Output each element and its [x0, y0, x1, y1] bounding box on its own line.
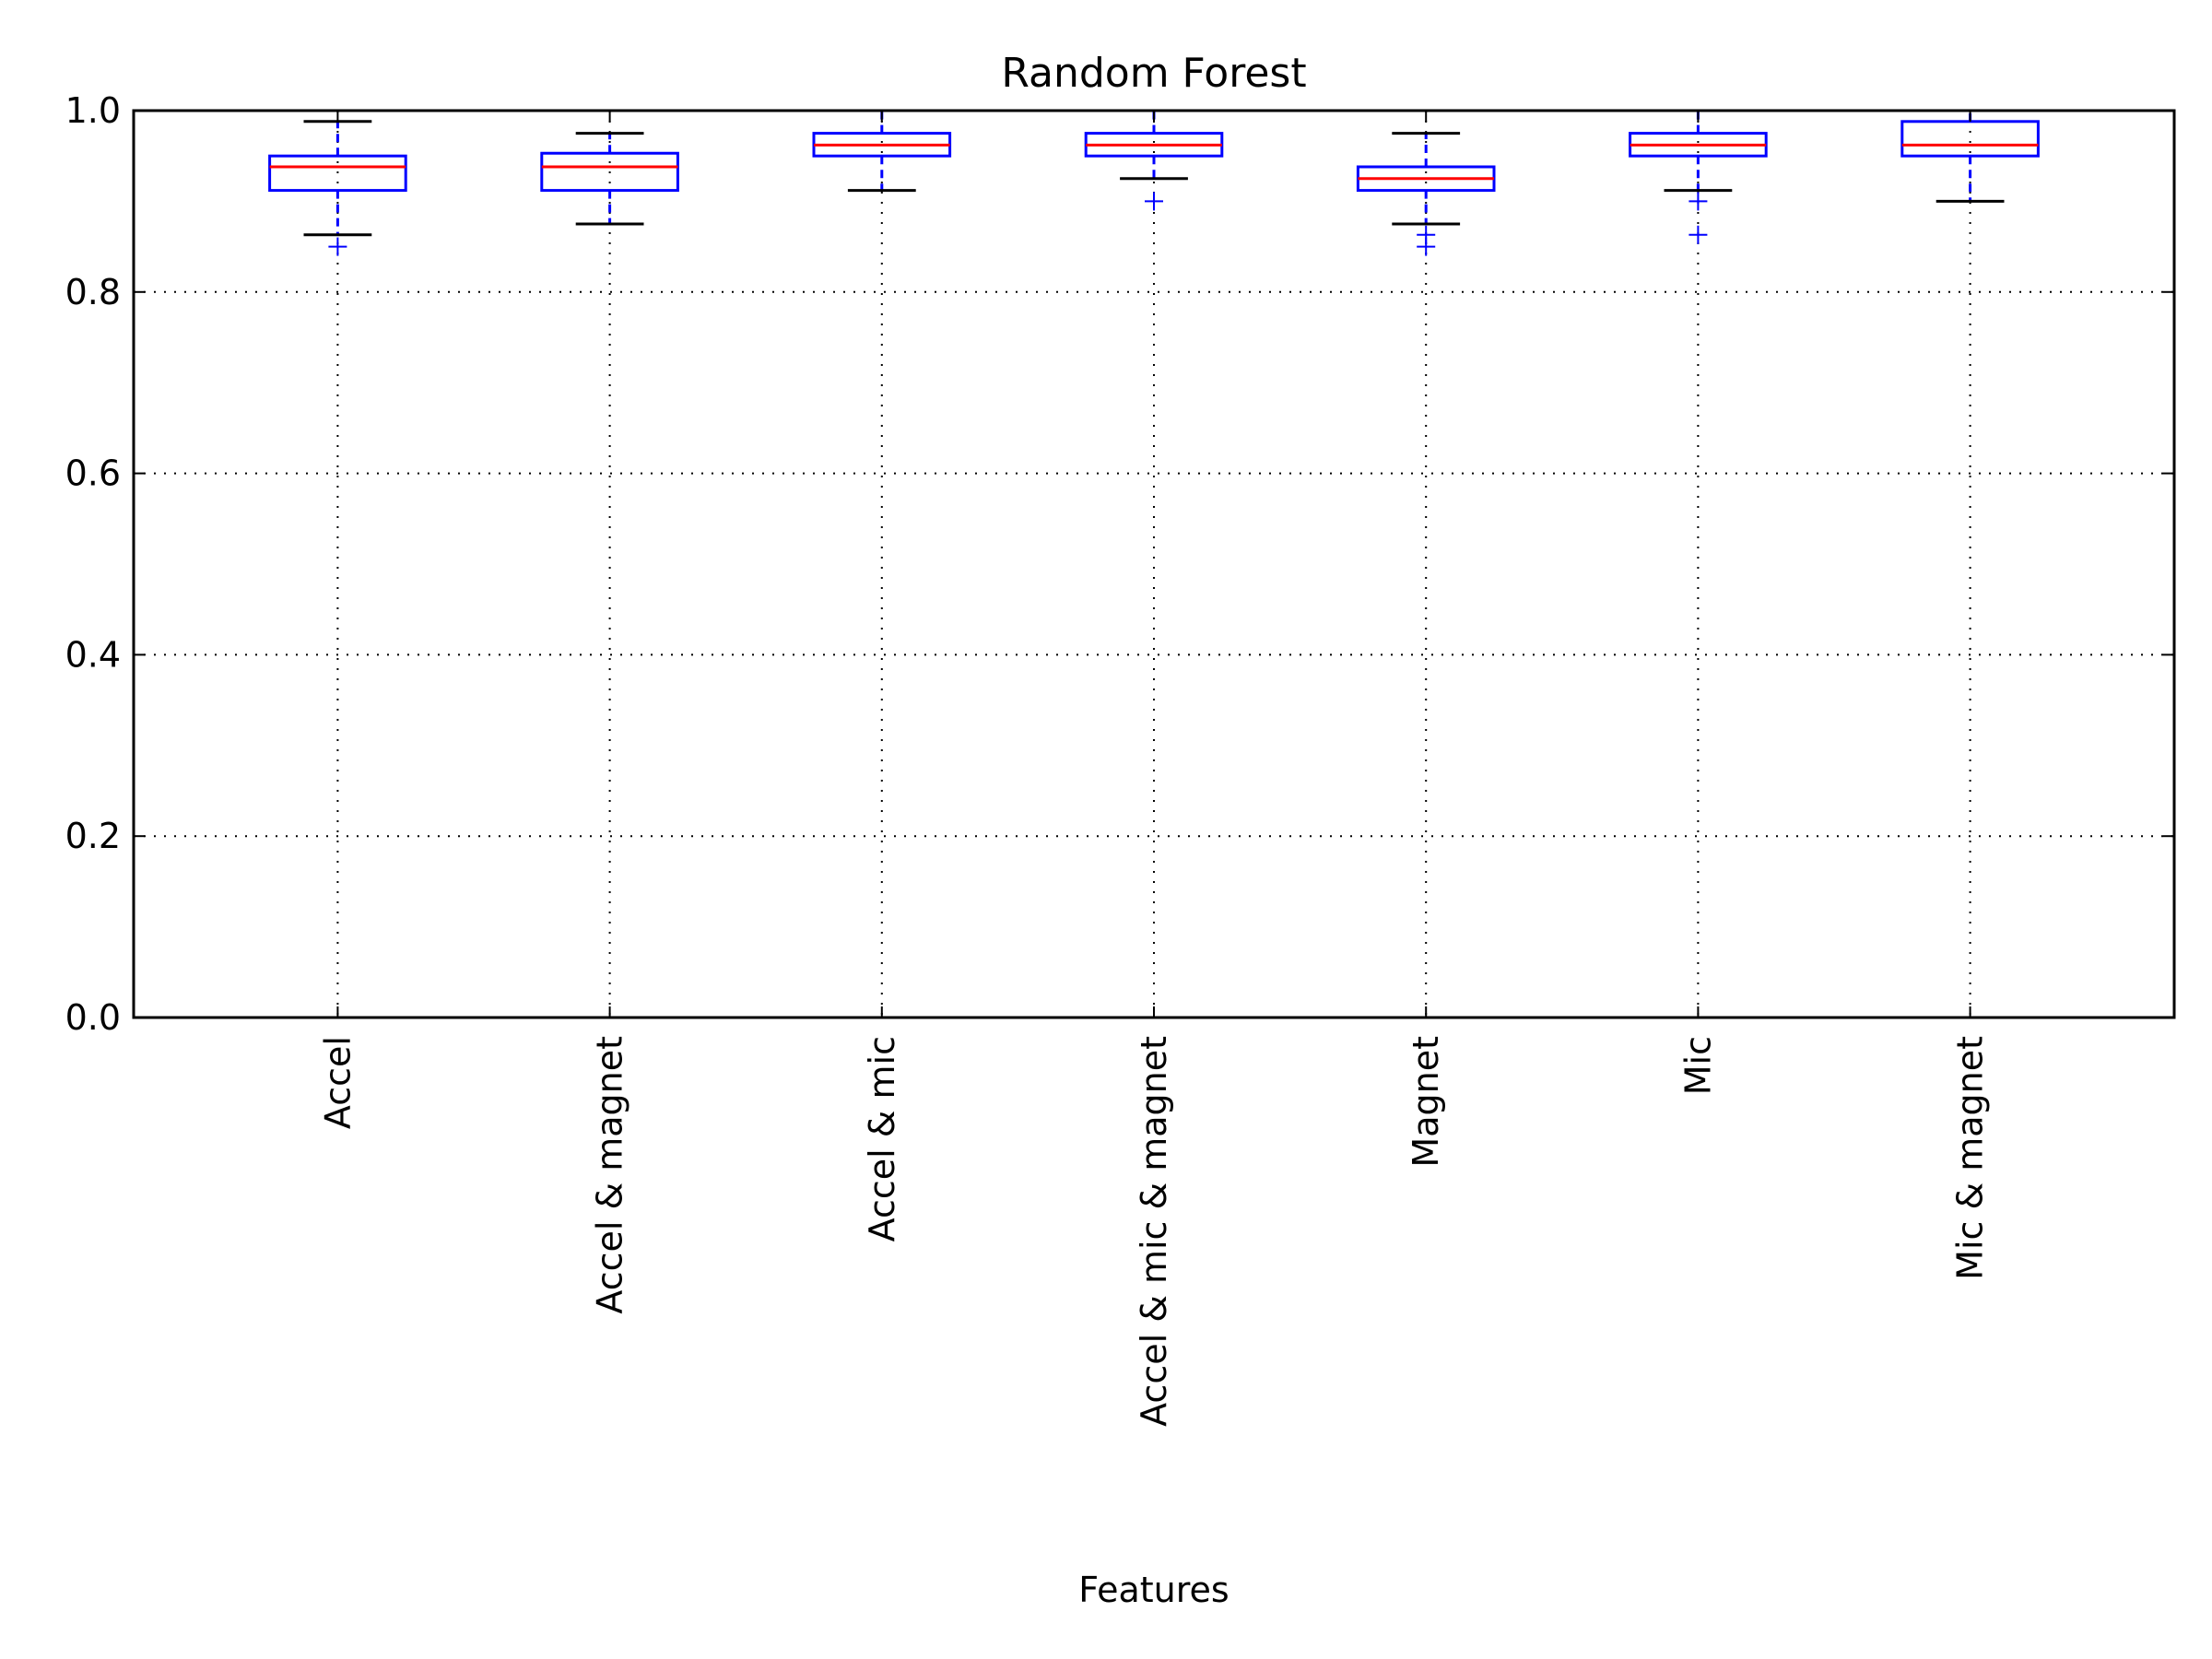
x-tick-label: Mic: [1677, 1036, 1718, 1095]
box-iqr: [540, 151, 679, 193]
y-tick-label: 1.0: [65, 90, 121, 131]
y-tick-label: 0.4: [65, 634, 121, 675]
outlier-marker: [1688, 192, 1708, 211]
boxes-layer: [268, 109, 2040, 256]
y-tick-label: 0.0: [65, 997, 121, 1038]
box-2: [540, 132, 679, 226]
box-5: [1356, 132, 1496, 256]
x-tick-label: Mic & magnet: [1950, 1036, 1991, 1280]
chart-title: Random Forest: [1001, 50, 1306, 97]
x-tick-label: Magnet: [1406, 1036, 1446, 1168]
box-6: [1629, 109, 1768, 244]
box-iqr: [1900, 120, 2040, 158]
outlier-marker: [1145, 192, 1163, 211]
outlier-marker: [1417, 237, 1436, 256]
box-1: [268, 120, 407, 256]
y-tick-label: 0.6: [65, 453, 121, 494]
x-tick-label: Accel & mic: [862, 1036, 902, 1241]
box-7: [1900, 109, 2040, 203]
ticks-layer: 0.0 0.2 0.4 0.6 0.8 1.0 Accel Accel & magnet Acc…: [65, 90, 2174, 1427]
x-tick-label: Accel: [317, 1036, 358, 1129]
y-tick-label: 0.8: [65, 272, 121, 312]
x-axis-label: Features: [1078, 1570, 1229, 1610]
box-4: [1084, 109, 1224, 211]
outlier-marker: [328, 237, 347, 256]
grid-lines: [134, 110, 2174, 1018]
plot-area-frame: [132, 109, 2176, 1019]
x-tick-label: Accel & magnet: [590, 1036, 630, 1314]
box-iqr: [268, 154, 407, 193]
y-tick-label: 0.2: [65, 816, 121, 856]
x-tick-label: Accel & mic & magnet: [1134, 1036, 1174, 1427]
outlier-marker: [1688, 225, 1708, 244]
